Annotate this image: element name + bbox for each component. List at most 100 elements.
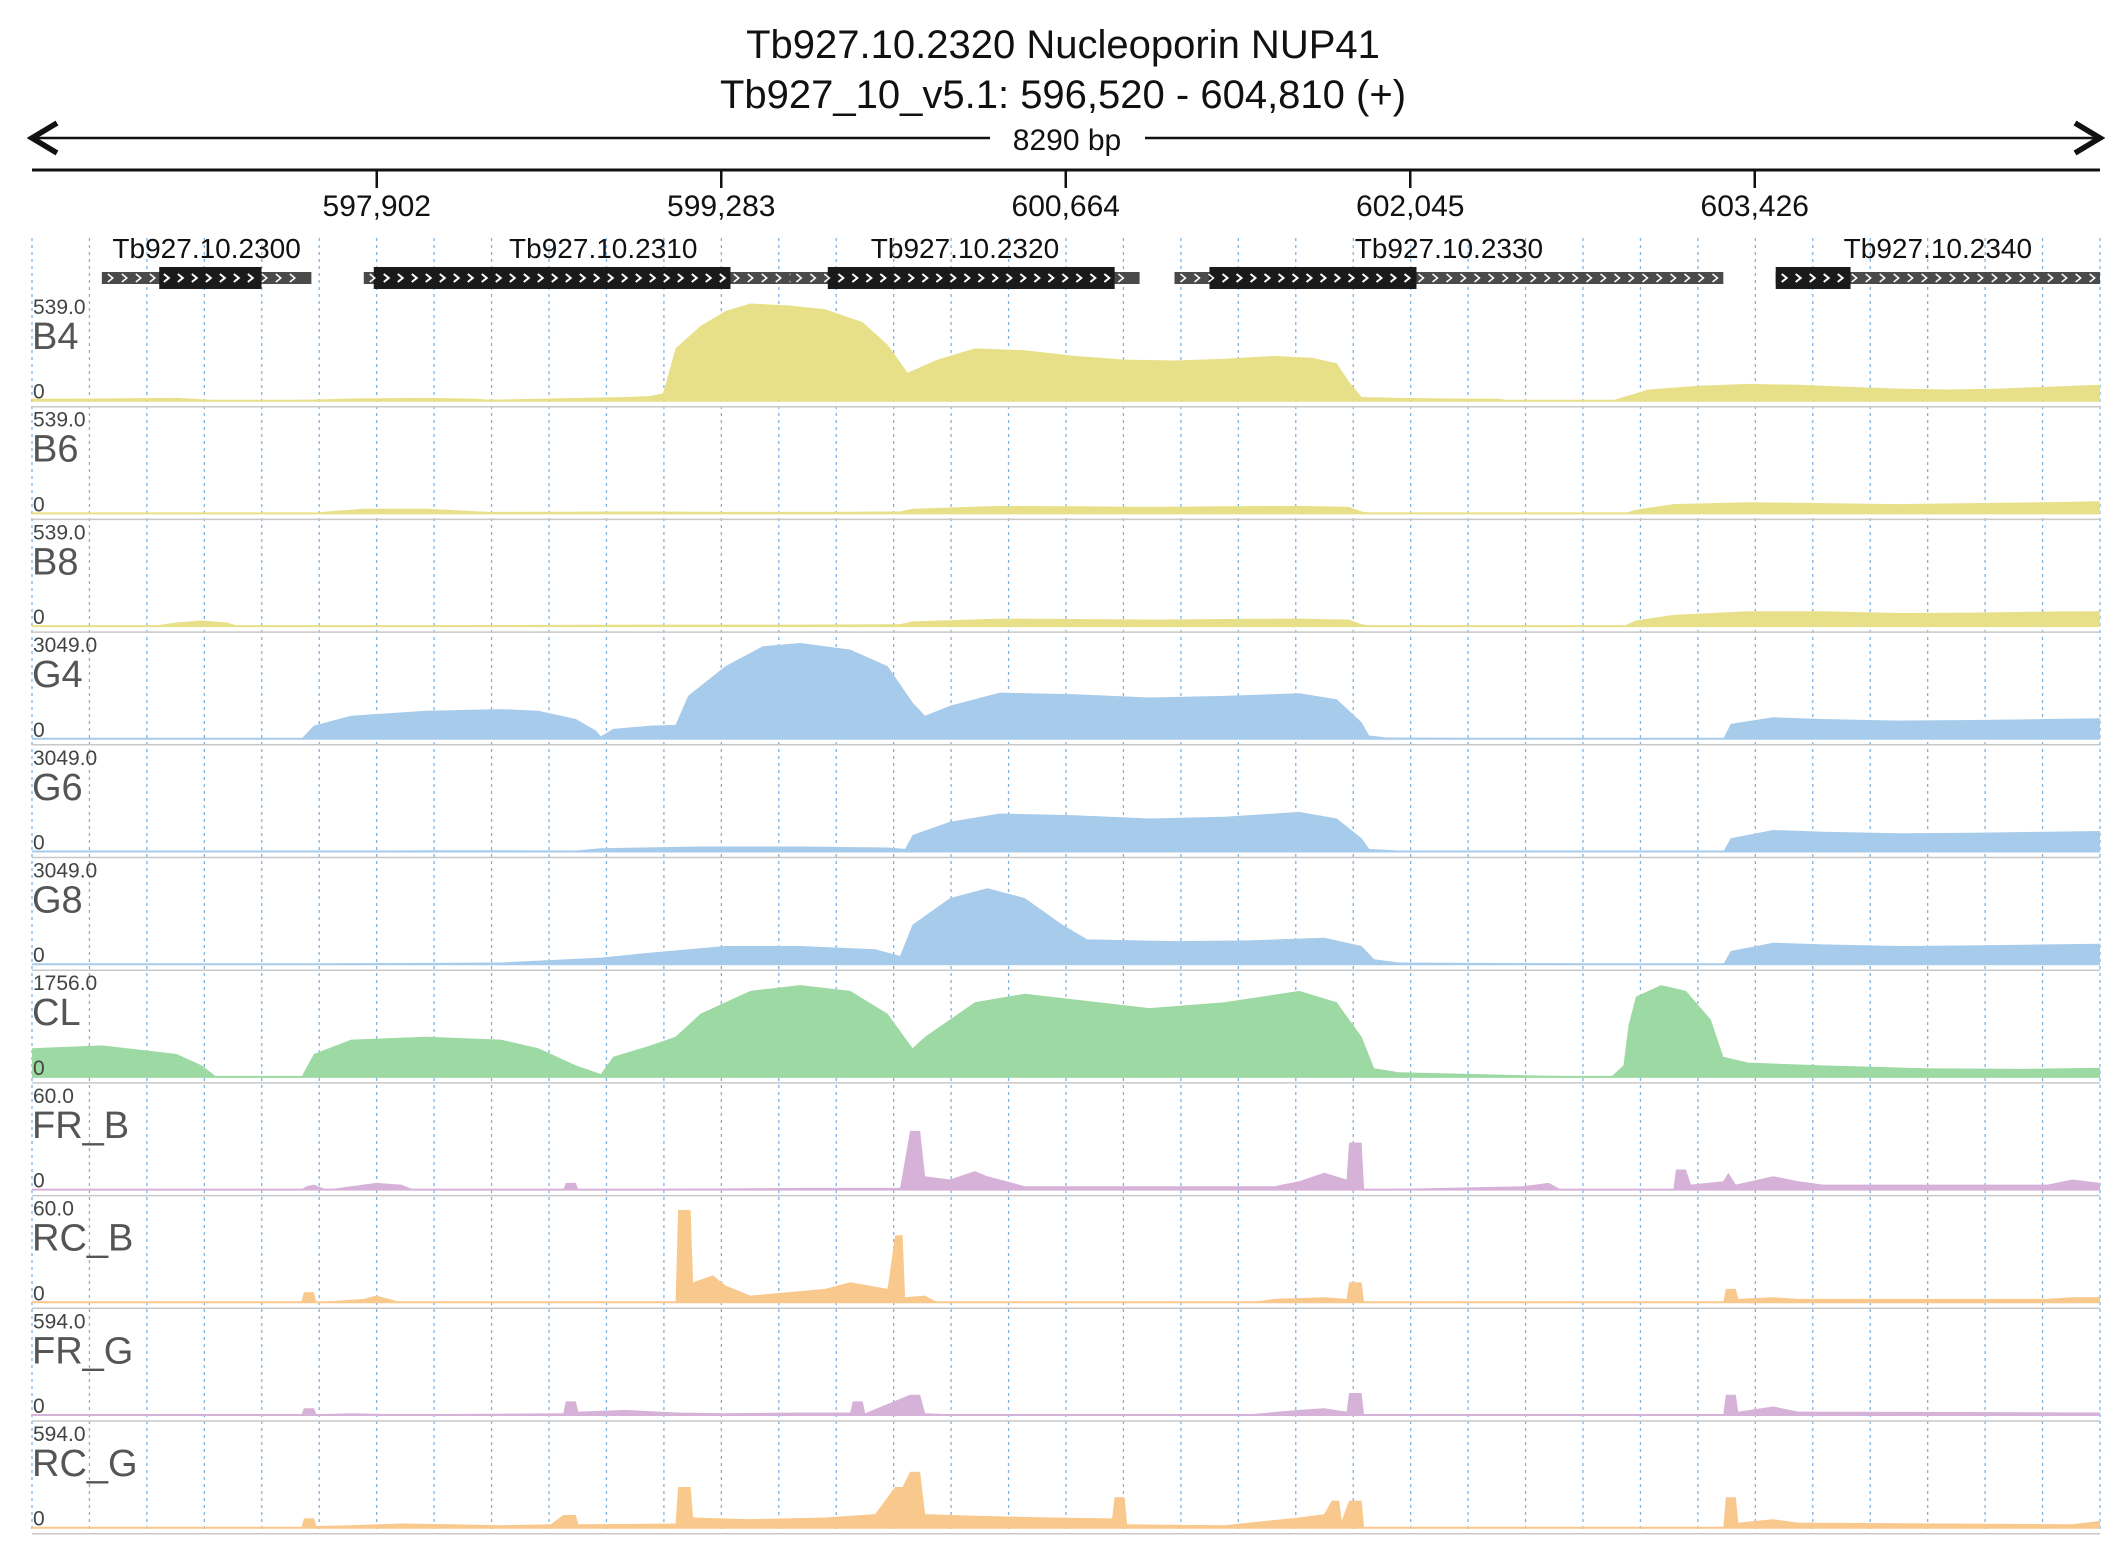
- strand-chevron: [607, 273, 615, 283]
- strand-chevron: [1446, 273, 1453, 283]
- strand-chevron: [1781, 273, 1789, 283]
- coverage-area: [32, 811, 2100, 852]
- gene-label: Tb927.10.2340: [1844, 233, 2032, 264]
- strand-chevron: [1572, 273, 1579, 283]
- strand-chevron: [795, 273, 803, 283]
- strand-chevron: [2061, 273, 2068, 283]
- figure-title: Tb927.10.2320 Nucleoporin NUP41: [746, 23, 1380, 67]
- track-name-label: CL: [32, 992, 81, 1034]
- strand-chevron: [275, 273, 283, 283]
- track-max-label: 3049.0: [33, 860, 97, 883]
- gene-label: Tb927.10.2300: [112, 233, 300, 264]
- strand-chevron: [1347, 273, 1356, 283]
- coverage-track: 539.0B4 0: [32, 296, 2100, 408]
- track-name-label: B6: [32, 429, 78, 471]
- strand-chevron: [1460, 273, 1467, 283]
- span-label: 8290 bp: [1013, 124, 1121, 157]
- strand-chevron: [719, 273, 727, 283]
- strand-chevron: [1837, 273, 1845, 283]
- coverage-area: [32, 611, 2100, 627]
- strand-chevron: [1795, 273, 1803, 283]
- strand-chevron: [1474, 273, 1481, 283]
- strand-chevron: [1530, 273, 1537, 283]
- track-max-label: 3049.0: [33, 747, 97, 770]
- strand-chevron: [837, 273, 845, 283]
- coverage-track: 3049.0G8 0: [32, 860, 2100, 971]
- track-name-label: FR_G: [32, 1330, 133, 1372]
- strand-chevron: [1005, 273, 1013, 283]
- strand-chevron: [1907, 273, 1914, 283]
- strand-chevron: [289, 273, 297, 283]
- strand-chevron: [1670, 273, 1677, 283]
- strand-chevron: [991, 273, 999, 283]
- track-max-label: 539.0: [33, 296, 86, 319]
- strand-chevron: [439, 273, 447, 283]
- coverage-track: 539.0B6 0: [32, 409, 2100, 521]
- coverage-track: 539.0B8 0: [32, 521, 2100, 633]
- strand-chevron: [1333, 273, 1342, 283]
- track-min-label: 0: [33, 381, 45, 404]
- coverage-tracks: 539.0B40539.0B60539.0B803049.0G403049.0G…: [32, 296, 2100, 1535]
- track-min-label: 0: [33, 1508, 45, 1531]
- strand-chevron: [107, 273, 115, 283]
- strand-chevron: [467, 273, 475, 283]
- coverage-track: 594.0FR_G 0: [32, 1310, 2100, 1422]
- coordinate-ruler: 597,902 599,283 600,664 602,045 603,426: [32, 168, 2100, 223]
- strand-chevron: [1977, 273, 1984, 283]
- strand-chevron: [977, 273, 985, 283]
- strand-chevron: [1851, 273, 1858, 283]
- strand-chevron: [411, 273, 419, 283]
- strand-chevron: [481, 273, 489, 283]
- coverage-area: [32, 643, 2100, 739]
- strand-chevron: [1403, 273, 1412, 283]
- track-min-label: 0: [33, 606, 45, 629]
- strand-chevron: [523, 273, 531, 283]
- strand-chevron: [233, 273, 241, 283]
- gene-feature: Tb927.10.2320: [790, 233, 1140, 289]
- strand-chevron: [1263, 273, 1272, 283]
- strand-chevron: [1019, 273, 1027, 283]
- strand-chevron: [2005, 273, 2012, 283]
- strand-chevron: [1277, 273, 1286, 283]
- gene-feature: Tb927.10.2330: [1174, 233, 1724, 289]
- strand-chevron: [949, 273, 957, 283]
- strand-chevron: [1291, 273, 1300, 283]
- strand-chevron: [1893, 273, 1900, 283]
- strand-chevron: [1249, 273, 1258, 283]
- strand-chevron: [495, 273, 503, 283]
- coverage-track: 1756.0CL 0: [32, 972, 2100, 1084]
- ruler-tick-label: 599,283: [667, 190, 775, 223]
- track-name-label: G6: [32, 767, 83, 809]
- coverage-track: 60.0FR_B 0: [32, 1085, 2100, 1197]
- strand-chevron: [1061, 273, 1069, 283]
- track-max-label: 3049.0: [33, 634, 97, 657]
- strand-chevron: [1361, 273, 1370, 283]
- strand-chevron: [1502, 273, 1509, 283]
- strand-chevron: [1544, 273, 1551, 283]
- gridlines: [31, 238, 2101, 1532]
- strand-chevron: [761, 273, 768, 283]
- strand-chevron: [135, 273, 143, 283]
- strand-chevron: [1614, 273, 1621, 283]
- coverage-track: 60.0RC_B 0: [32, 1198, 2100, 1310]
- strand-chevron: [219, 273, 227, 283]
- track-min-label: 0: [33, 832, 45, 855]
- strand-chevron: [635, 273, 643, 283]
- track-name-label: RC_B: [32, 1218, 133, 1260]
- strand-chevron: [879, 273, 887, 283]
- strand-chevron: [1375, 273, 1384, 283]
- gene-cds: [373, 267, 731, 289]
- gene-feature: Tb927.10.2300: [101, 233, 312, 289]
- strand-chevron: [775, 273, 782, 283]
- gene-feature: Tb927.10.2310: [363, 233, 843, 289]
- strand-chevron: [453, 273, 461, 283]
- strand-chevron: [2033, 273, 2040, 283]
- strand-chevron: [1684, 273, 1691, 283]
- strand-chevron: [205, 273, 213, 283]
- strand-chevron: [865, 273, 873, 283]
- strand-chevron: [747, 273, 754, 283]
- strand-chevron: [565, 273, 573, 283]
- strand-chevron: [823, 273, 831, 283]
- track-max-label: 594.0: [33, 1310, 86, 1333]
